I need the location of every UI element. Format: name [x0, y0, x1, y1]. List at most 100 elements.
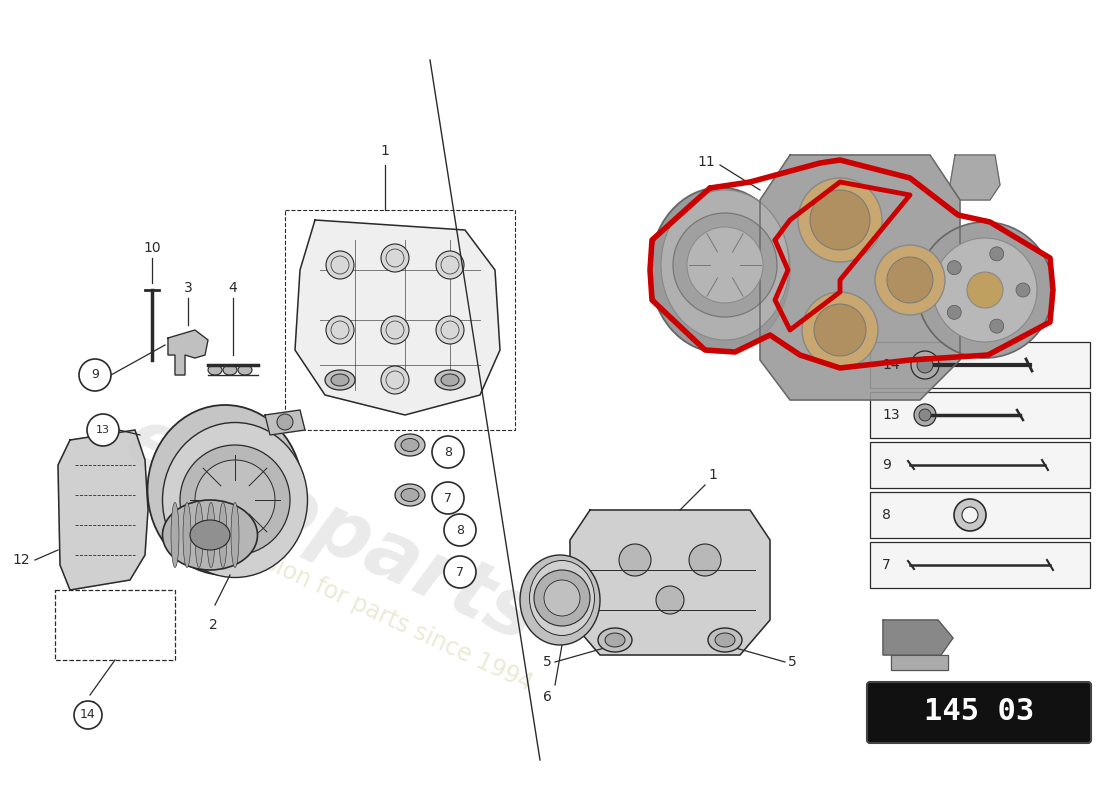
Text: 6: 6	[543, 690, 552, 704]
Circle shape	[947, 261, 961, 274]
Circle shape	[814, 304, 866, 356]
Ellipse shape	[395, 434, 425, 456]
Polygon shape	[295, 220, 500, 415]
Circle shape	[688, 227, 763, 303]
Ellipse shape	[231, 502, 239, 567]
Bar	[285, 210, 515, 430]
Text: 7: 7	[882, 558, 891, 572]
Text: 12: 12	[12, 553, 30, 567]
Circle shape	[381, 244, 409, 272]
Ellipse shape	[208, 365, 222, 375]
Ellipse shape	[598, 628, 632, 652]
Text: 5: 5	[543, 655, 552, 669]
Ellipse shape	[238, 365, 252, 375]
Ellipse shape	[331, 374, 349, 386]
Circle shape	[436, 316, 464, 344]
Ellipse shape	[605, 633, 625, 647]
Text: 7: 7	[444, 491, 452, 505]
Text: 1: 1	[381, 144, 389, 158]
Text: 3: 3	[184, 281, 192, 295]
Circle shape	[802, 292, 878, 368]
Circle shape	[180, 445, 290, 555]
Circle shape	[673, 213, 777, 317]
Ellipse shape	[190, 520, 230, 550]
Ellipse shape	[402, 489, 419, 502]
Polygon shape	[570, 510, 770, 655]
Ellipse shape	[650, 187, 790, 353]
Text: 10: 10	[143, 241, 161, 255]
Circle shape	[918, 409, 931, 421]
Circle shape	[326, 316, 354, 344]
Circle shape	[917, 357, 933, 373]
Ellipse shape	[223, 365, 236, 375]
Ellipse shape	[715, 633, 735, 647]
Polygon shape	[265, 410, 305, 435]
Circle shape	[381, 366, 409, 394]
Ellipse shape	[195, 502, 204, 567]
Circle shape	[1016, 283, 1030, 297]
Ellipse shape	[207, 502, 215, 567]
Circle shape	[436, 251, 464, 279]
Ellipse shape	[163, 422, 308, 578]
Polygon shape	[58, 430, 148, 590]
Circle shape	[798, 178, 882, 262]
Text: 4: 4	[229, 281, 238, 295]
Circle shape	[432, 436, 464, 468]
Circle shape	[967, 272, 1003, 308]
Ellipse shape	[170, 502, 179, 567]
Bar	[870, 542, 1090, 588]
Ellipse shape	[147, 405, 302, 575]
Text: europarts: europarts	[112, 401, 548, 659]
Text: 2: 2	[209, 618, 218, 632]
Circle shape	[444, 556, 476, 588]
Text: 13: 13	[96, 425, 110, 435]
Circle shape	[914, 404, 936, 426]
Polygon shape	[883, 620, 953, 655]
Ellipse shape	[183, 502, 191, 567]
Text: a passion for parts since 1994: a passion for parts since 1994	[204, 524, 537, 696]
Text: 11: 11	[697, 155, 715, 169]
Text: 8: 8	[456, 523, 464, 537]
Bar	[55, 590, 175, 660]
Circle shape	[87, 414, 119, 446]
Circle shape	[810, 190, 870, 250]
Circle shape	[277, 414, 293, 430]
Ellipse shape	[163, 500, 257, 570]
Polygon shape	[950, 155, 1000, 200]
Ellipse shape	[520, 555, 600, 645]
FancyBboxPatch shape	[867, 682, 1091, 743]
Text: 1: 1	[708, 468, 717, 482]
Text: 5: 5	[788, 655, 796, 669]
Ellipse shape	[324, 370, 355, 390]
Ellipse shape	[402, 438, 419, 451]
Circle shape	[947, 306, 961, 319]
Polygon shape	[760, 155, 960, 400]
Circle shape	[917, 222, 1053, 358]
Circle shape	[656, 586, 684, 614]
Circle shape	[887, 257, 933, 303]
Ellipse shape	[395, 484, 425, 506]
Circle shape	[195, 460, 275, 540]
Circle shape	[444, 514, 476, 546]
Ellipse shape	[434, 370, 465, 390]
Text: 8: 8	[882, 508, 891, 522]
Circle shape	[544, 580, 580, 616]
Circle shape	[954, 499, 986, 531]
Circle shape	[689, 544, 720, 576]
Circle shape	[432, 482, 464, 514]
Text: 9: 9	[91, 369, 99, 382]
Bar	[870, 342, 1090, 388]
Circle shape	[990, 319, 1003, 333]
Text: 145 03: 145 03	[924, 698, 1034, 726]
Circle shape	[933, 238, 1037, 342]
Polygon shape	[891, 655, 948, 670]
Text: 14: 14	[882, 358, 900, 372]
Ellipse shape	[661, 190, 789, 340]
Circle shape	[326, 251, 354, 279]
Ellipse shape	[441, 374, 459, 386]
Circle shape	[990, 247, 1003, 261]
Circle shape	[962, 507, 978, 523]
Ellipse shape	[219, 502, 227, 567]
Circle shape	[74, 701, 102, 729]
Circle shape	[534, 570, 590, 626]
